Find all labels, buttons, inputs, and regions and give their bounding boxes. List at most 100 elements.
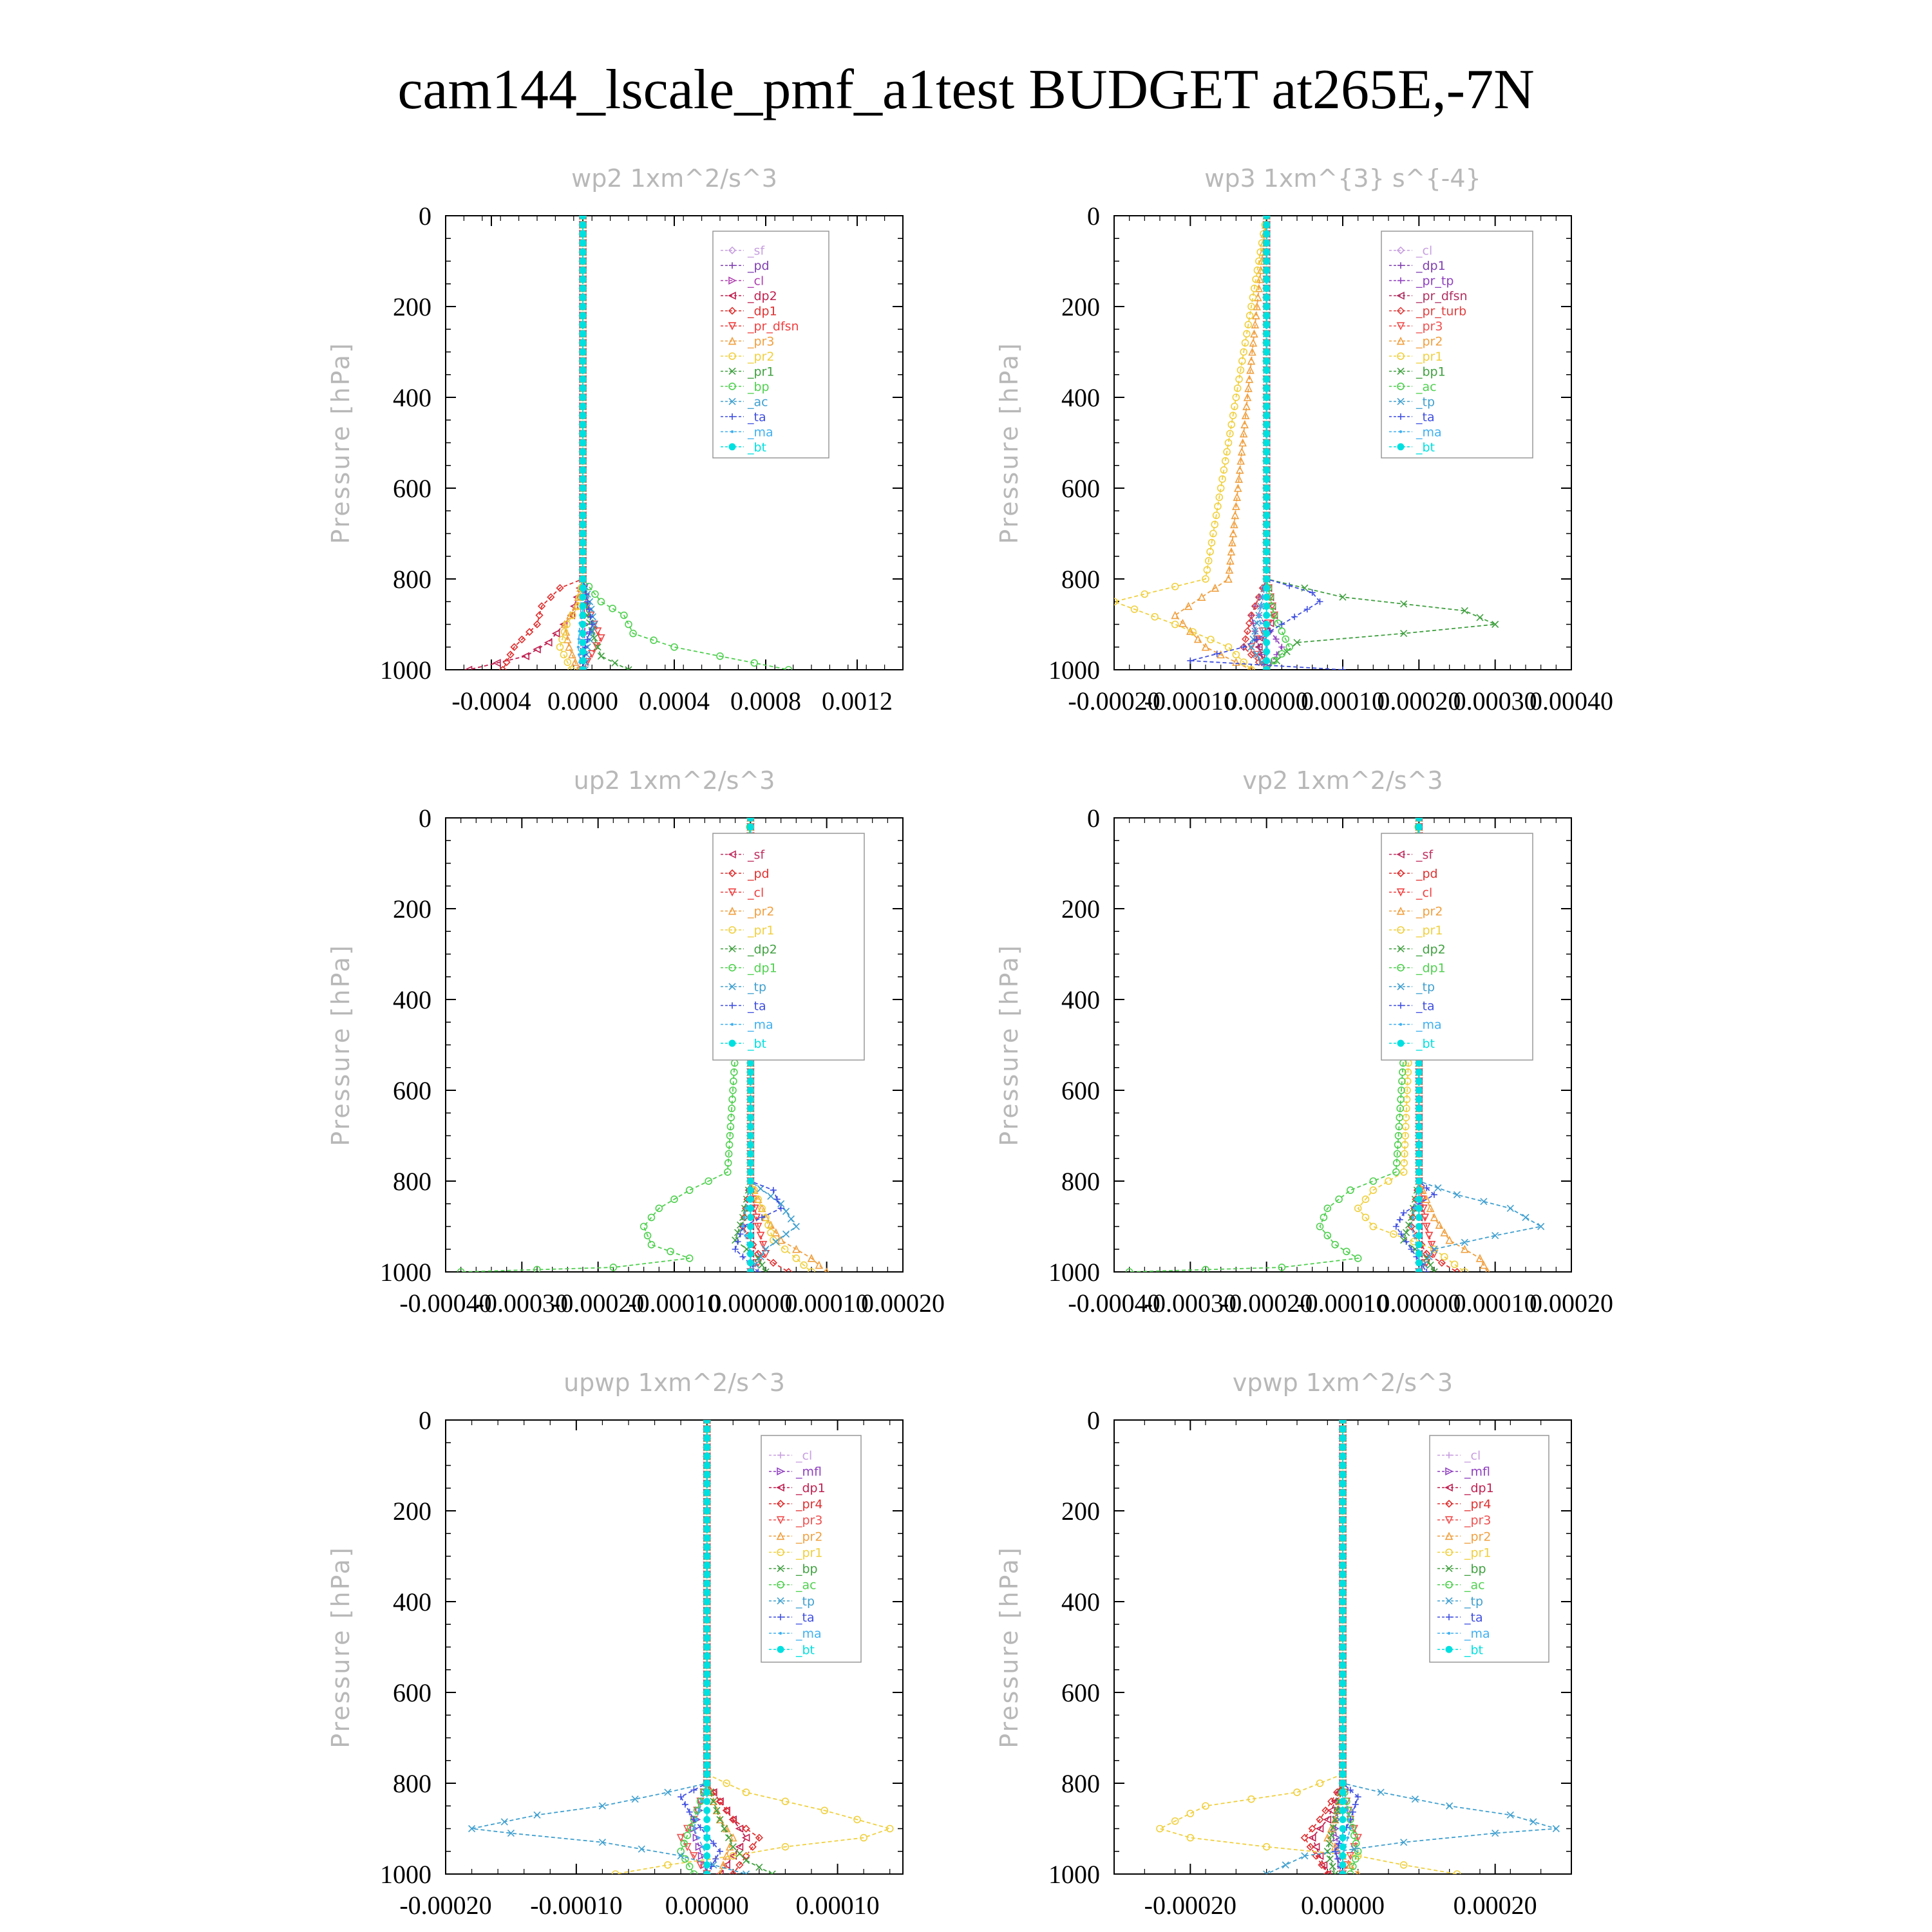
data-point (533, 1811, 541, 1819)
legend-marker (1397, 413, 1404, 420)
data-point (1339, 1643, 1347, 1651)
data-point (712, 1855, 719, 1862)
series-line-ta (734, 818, 782, 1272)
data-point (579, 439, 587, 446)
data-point (1225, 565, 1234, 574)
data-point (564, 658, 572, 667)
series-line-bp (706, 1420, 773, 1874)
data-point (629, 629, 637, 638)
data-point (1286, 582, 1293, 589)
data-point (703, 1716, 711, 1723)
data-point (1339, 1571, 1347, 1578)
data-point (1331, 1815, 1339, 1823)
data-point (735, 1842, 744, 1851)
data-point (579, 312, 587, 319)
y-axis-label: Pressure [hPa] (327, 1546, 355, 1748)
data-point (1263, 666, 1271, 670)
legend-marker (1446, 1614, 1452, 1620)
data-point (1475, 1254, 1484, 1262)
data-point (1171, 582, 1179, 591)
data-point (1229, 529, 1238, 538)
data-point (726, 1122, 735, 1131)
data-point (1263, 402, 1271, 410)
data-point (743, 1870, 750, 1874)
legend-marker (728, 443, 736, 451)
data-point (1415, 1232, 1423, 1240)
data-point (1235, 375, 1243, 383)
data-point (1339, 1725, 1347, 1732)
data-point (715, 1815, 724, 1824)
data-point (1453, 1191, 1461, 1198)
data-point (563, 620, 571, 629)
data-point (746, 823, 754, 831)
legend-label: _pr1 (1416, 350, 1443, 364)
data-point (1256, 265, 1265, 274)
data-point (1339, 1815, 1347, 1823)
data-point (777, 1235, 785, 1244)
legend-label: _pr_turb (1416, 305, 1466, 319)
data-point (1263, 448, 1271, 456)
data-point (1316, 1222, 1324, 1231)
data-point (579, 448, 587, 456)
data-point (1453, 1870, 1461, 1874)
data-point (1318, 1861, 1326, 1870)
data-point (1141, 590, 1149, 598)
data-point (703, 1643, 711, 1651)
data-point (807, 1254, 816, 1262)
data-point (670, 1195, 678, 1203)
legend-marker (777, 1580, 784, 1589)
data-point (1339, 1471, 1347, 1479)
data-point (560, 620, 569, 629)
data-point (697, 1852, 706, 1861)
y-tick-label: 200 (393, 292, 431, 321)
data-point (739, 1253, 746, 1260)
x-tick-label: 0.0004 (639, 687, 710, 715)
data-point (701, 1845, 705, 1848)
data-point (1270, 657, 1278, 665)
data-point (1506, 1204, 1514, 1212)
x-tick-label: 0.00010 (796, 1891, 880, 1920)
data-point (734, 1238, 741, 1245)
data-point (1232, 650, 1240, 659)
data-point (703, 1534, 711, 1542)
data-point (579, 321, 587, 328)
data-point (579, 366, 587, 374)
data-point (1415, 818, 1423, 822)
data-point (1206, 547, 1214, 556)
legend-marker (1397, 945, 1405, 952)
data-point (1278, 643, 1285, 650)
data-point (703, 1843, 711, 1851)
data-point (728, 1833, 737, 1842)
data-point (1263, 321, 1271, 328)
legend-label: _bp (1464, 1562, 1486, 1577)
legend-marker (777, 1452, 784, 1459)
data-point (784, 1267, 793, 1272)
x-tick-label: -0.00030 (1144, 1289, 1236, 1318)
legend-marker (1397, 397, 1405, 405)
data-point (1263, 493, 1271, 501)
data-point (743, 1857, 750, 1864)
data-point (1339, 1507, 1347, 1515)
data-point (1263, 511, 1271, 519)
data-point (664, 1788, 672, 1796)
legend-marker (1397, 926, 1405, 934)
data-point (1263, 539, 1271, 547)
legend-label: _pr2 (747, 905, 774, 919)
data-point (724, 1168, 732, 1176)
data-point (493, 659, 501, 667)
data-point (1399, 1168, 1408, 1176)
data-point (1413, 1207, 1416, 1210)
data-point (703, 1443, 711, 1451)
data-point (1263, 384, 1271, 392)
data-point (579, 539, 587, 547)
data-point (1339, 1452, 1347, 1460)
legend-label: _cl (747, 274, 764, 289)
y-tick-label: 0 (419, 202, 431, 231)
data-point (1263, 575, 1271, 583)
legend-marker (1397, 963, 1405, 972)
data-point (579, 502, 587, 510)
x-tick-label: 0.00010 (1454, 1289, 1537, 1318)
legend-label: _pr2 (1416, 335, 1443, 349)
data-point (730, 1077, 737, 1085)
data-point (1227, 547, 1236, 556)
